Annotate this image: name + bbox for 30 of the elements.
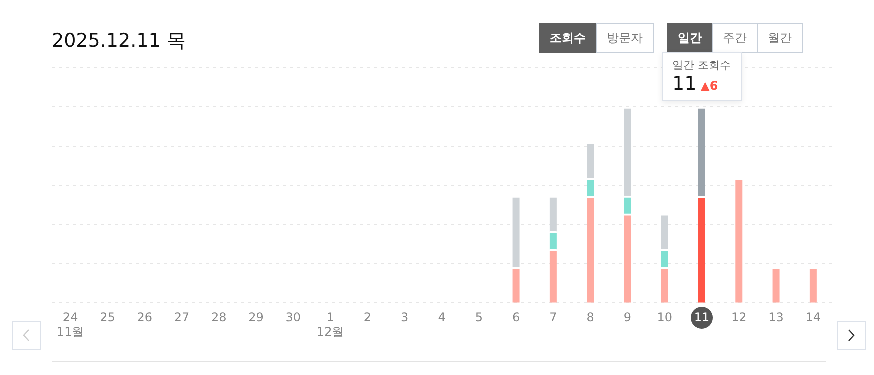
x-tick-label: 25	[100, 310, 116, 325]
text: 월간	[757, 23, 803, 53]
x-tick-label: 9	[624, 310, 632, 325]
x-tick-label: 29	[248, 310, 264, 325]
x-tick-label: 13	[768, 310, 784, 325]
x-tick-label: 4	[438, 310, 446, 325]
annotation: 11	[672, 73, 697, 96]
x-tick-label: 3	[401, 310, 409, 325]
x-tick-label: 5	[475, 310, 483, 325]
x-tick-label: 26	[137, 310, 152, 325]
text: 일간	[667, 23, 713, 53]
x-tick-label: 8	[586, 310, 594, 325]
x-tick-label: 11	[694, 310, 710, 325]
text: 주간	[712, 23, 758, 53]
x-tick-label: 14	[806, 310, 822, 325]
x-tick-label: 27	[174, 310, 190, 325]
x-tick-label: 24 11월	[56, 310, 84, 339]
chart-title: 2025.12.11 목	[52, 29, 186, 54]
x-tick-label: 30	[286, 310, 302, 325]
x-tick-label: 7	[550, 310, 558, 325]
x-tick-label: 12	[732, 310, 747, 325]
text: 일간 조회수	[672, 58, 731, 74]
x-tick-label: 6	[512, 310, 520, 325]
text: ▲6	[700, 79, 718, 94]
x-tick-label: 2	[364, 310, 372, 325]
x-tick-label: 1 12월	[316, 310, 344, 339]
text: 방문자	[596, 23, 654, 53]
text: 조회수	[539, 23, 597, 53]
x-tick-label: 28	[212, 310, 227, 325]
x-tick-label: 10	[657, 310, 672, 325]
